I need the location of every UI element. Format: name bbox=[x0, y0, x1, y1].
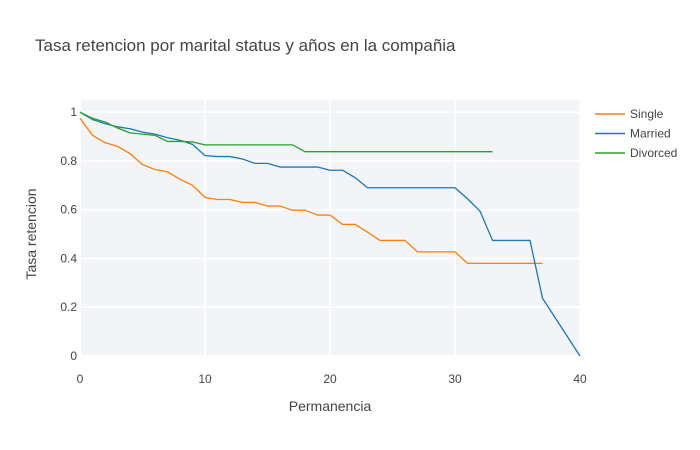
y-tick-label: 1 bbox=[70, 105, 77, 119]
y-tick-label: 0.6 bbox=[60, 203, 77, 217]
legend-label-married: Married bbox=[630, 127, 671, 141]
y-tick-label: 0.2 bbox=[60, 300, 77, 314]
series-line-divorced bbox=[79, 111, 493, 153]
chart-title: Tasa retencion por marital status y años… bbox=[35, 36, 456, 55]
series-line-married bbox=[79, 111, 581, 357]
legend-label-single: Single bbox=[630, 107, 664, 121]
x-tick-label: 0 bbox=[77, 372, 84, 386]
ticks-layer: 0 10 20 30 40 0 0.2 0.4 0.6 0.8 1 bbox=[60, 105, 587, 386]
legend-label-divorced: Divorced bbox=[630, 146, 677, 160]
x-tick-label: 40 bbox=[573, 372, 587, 386]
series-layer bbox=[79, 111, 581, 357]
y-tick-label: 0 bbox=[70, 349, 77, 363]
y-axis-title: Tasa retencion bbox=[23, 188, 39, 279]
x-tick-label: 30 bbox=[448, 372, 462, 386]
legend[interactable]: Single Married Divorced bbox=[595, 107, 677, 160]
grid-layer bbox=[79, 100, 581, 357]
x-axis-title: Permanencia bbox=[289, 398, 372, 414]
series-line-single bbox=[79, 117, 543, 265]
y-tick-label: 0.4 bbox=[60, 251, 77, 265]
x-tick-label: 10 bbox=[198, 372, 212, 386]
x-tick-label: 20 bbox=[323, 372, 337, 386]
y-tick-label: 0.8 bbox=[60, 154, 77, 168]
